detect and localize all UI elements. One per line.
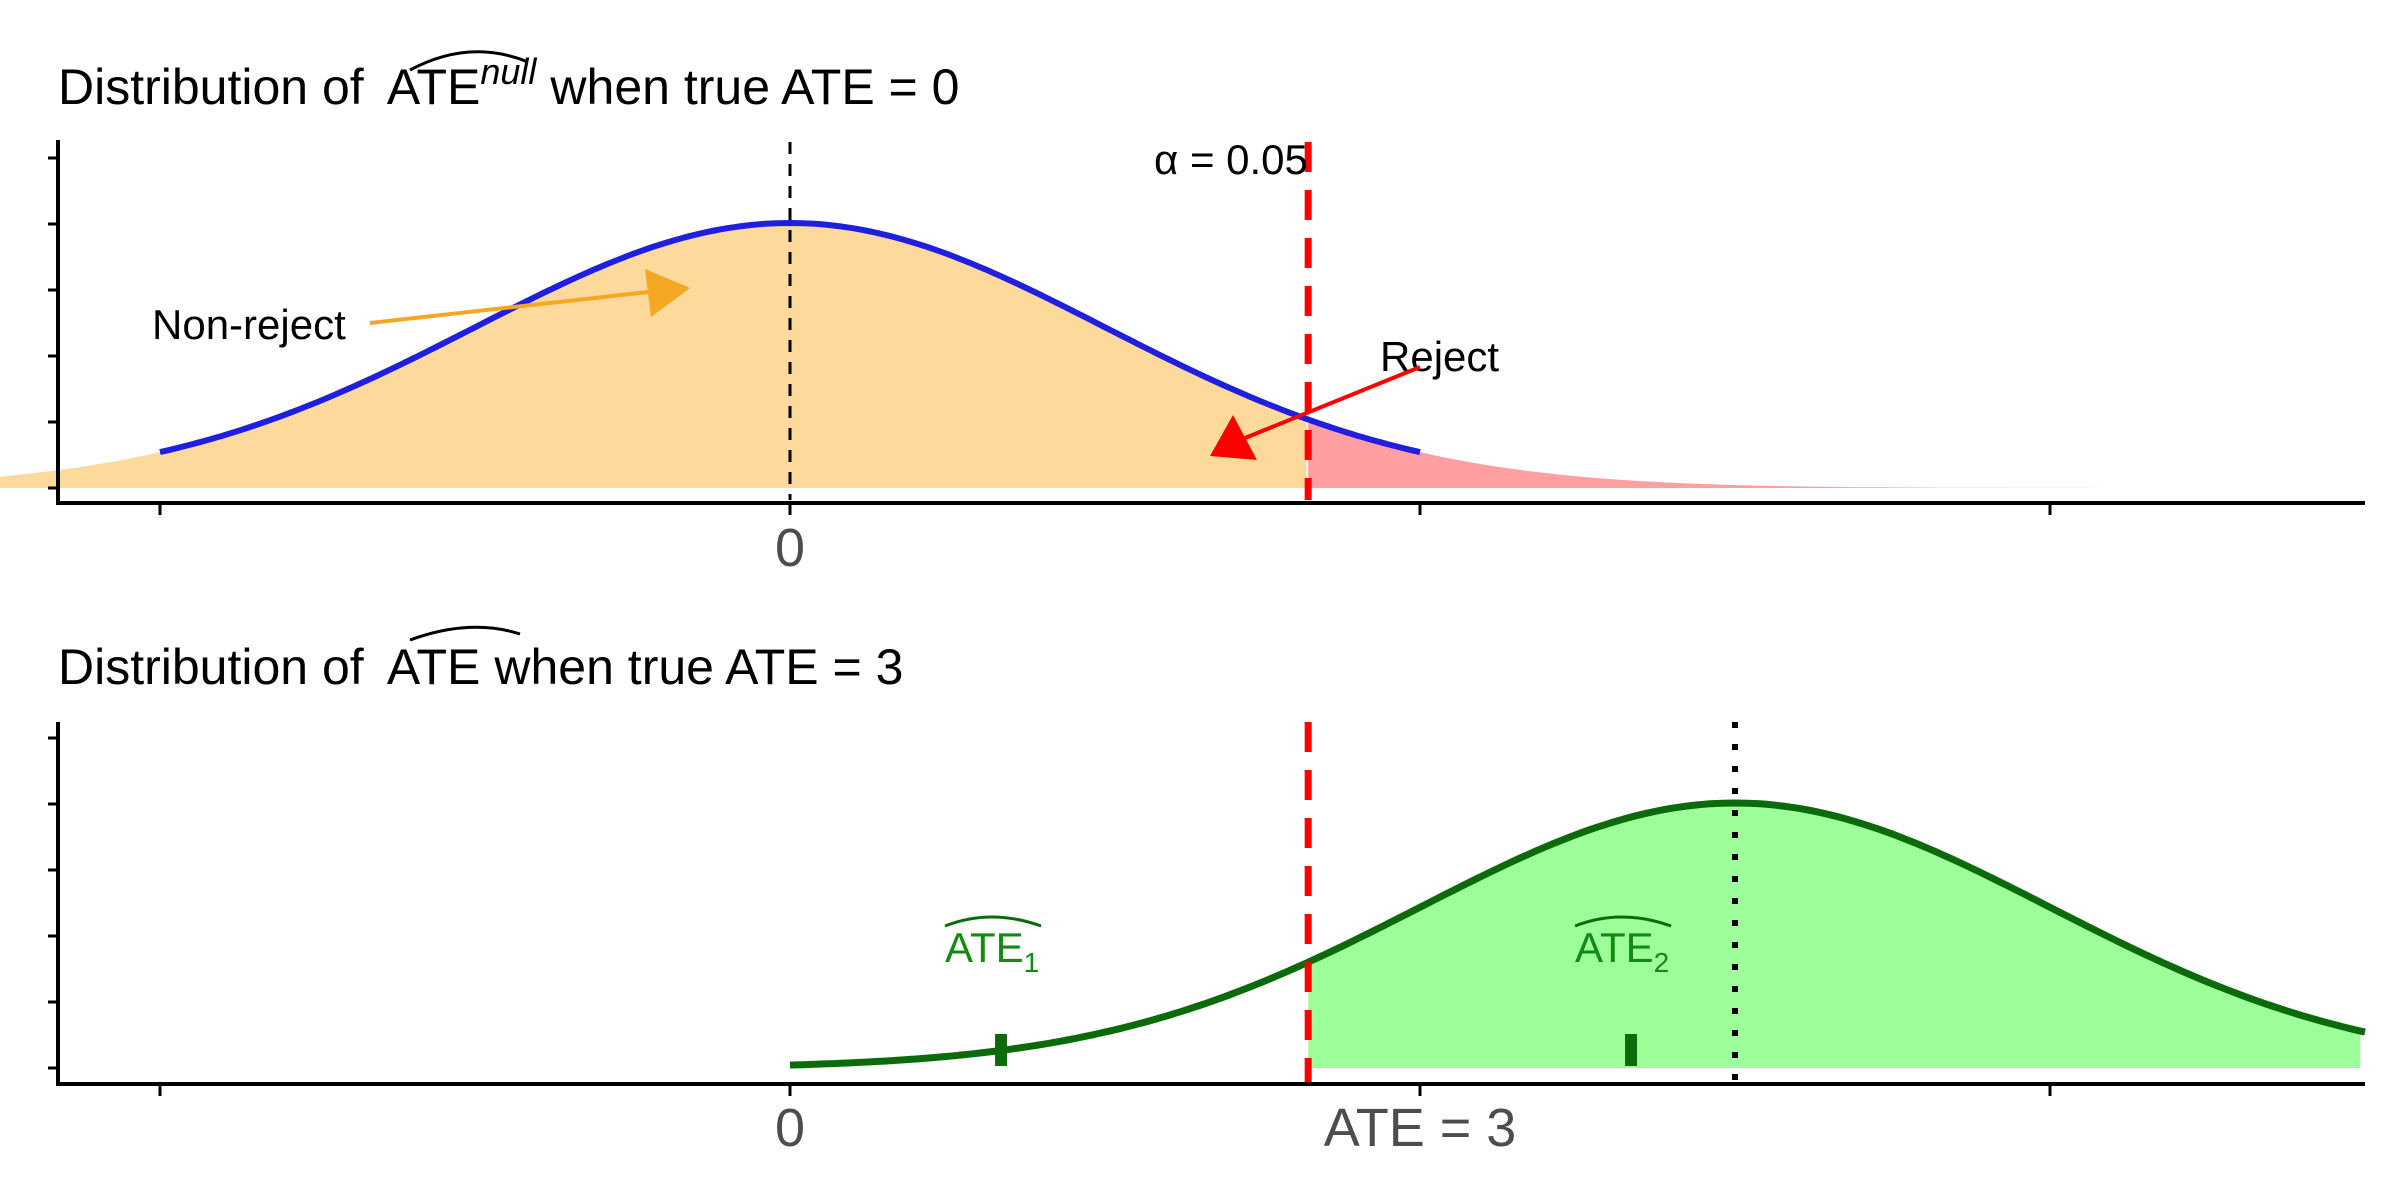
panel1-title: Distribution of ATEnull when true ATE = 0: [58, 51, 959, 115]
panel2-title-prefix: Distribution of: [58, 639, 364, 695]
estimate-label-text-2: ATE: [1575, 924, 1654, 971]
panel2-title: Distribution of ATE when true ATE = 3: [58, 639, 903, 695]
panel1-title-suffix: when true ATE = 0: [549, 59, 959, 115]
reject-label: Reject: [1380, 333, 1499, 380]
non-reject-label: Non-reject: [152, 301, 346, 348]
estimate-mark-2: [1625, 1034, 1638, 1066]
estimate-label-text-1: ATE: [945, 924, 1024, 971]
reject-arrow: [1244, 365, 1421, 440]
estimate-label-1: ATE1: [945, 924, 1039, 978]
panel1-x-tick-label: 0: [775, 518, 805, 578]
panel-alternative: Distribution of ATE when true ATE = 3 ATE…: [48, 625, 2366, 1158]
panel1-density-curve: [159, 219, 1421, 456]
panel2-x-ticks: 0 ATE = 3: [158, 1084, 2052, 1158]
estimate-label-subscript-1: 1: [1024, 947, 1040, 978]
panel1-title-hat: [409, 50, 529, 72]
estimate-label-subscript-2: 2: [1654, 947, 1670, 978]
panel2-title-hat: [409, 625, 521, 642]
panel2-estimates: ATE1 ATE2: [944, 915, 1672, 1066]
reject-arrowhead: [1210, 415, 1257, 460]
panel1-title-symbol: ATE: [387, 59, 481, 115]
panel1-title-superscript: null: [480, 51, 537, 92]
panel-null: Distribution of ATEnull when true ATE = 0…: [0, 50, 2365, 578]
panel2-x-tick-label: 0: [775, 1098, 805, 1158]
panel2-x-tick-label: ATE = 3: [1324, 1098, 1517, 1158]
panel2-power-area: [1308, 803, 2361, 1068]
panel2-title-symbol: ATE: [387, 639, 481, 695]
panel2-title-suffix: when true ATE = 3: [493, 639, 903, 695]
panel1-title-prefix: Distribution of: [58, 59, 364, 115]
estimate-label-2: ATE2: [1575, 924, 1669, 978]
panel1-x-ticks: 0: [158, 503, 2052, 578]
panel1-y-ticks: [48, 156, 58, 490]
panel1-non-reject-area: [0, 223, 1307, 488]
estimate-hat-1: [944, 915, 1042, 928]
panel1-reject-area: [1308, 419, 2203, 488]
non-reject-arrowhead: [645, 269, 690, 317]
estimate-hat-2: [1574, 915, 1672, 928]
panel2-density-curve: [789, 799, 2366, 1069]
alpha-label: α = 0.05: [1154, 136, 1308, 183]
panel2-y-ticks: [48, 736, 58, 1070]
estimate-mark-1: [995, 1034, 1008, 1066]
non-reject-arrow: [369, 290, 649, 325]
